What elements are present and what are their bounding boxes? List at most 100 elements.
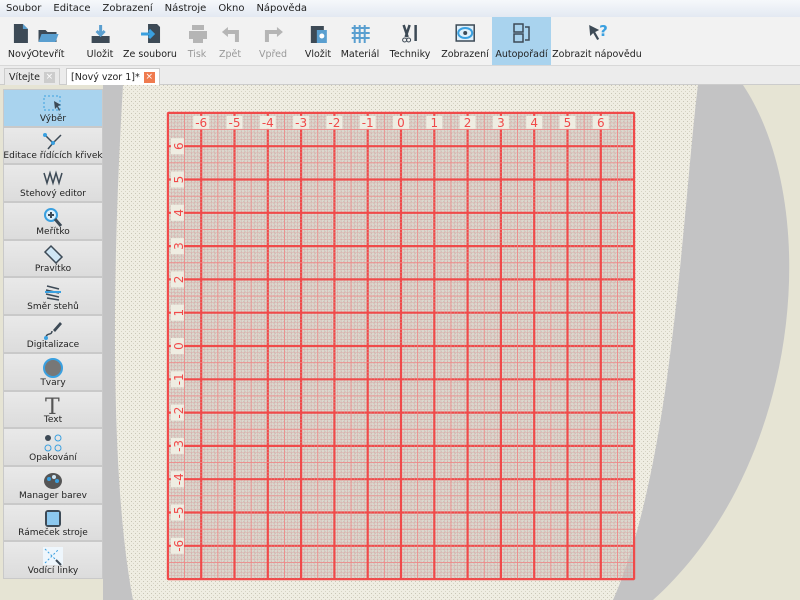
toolbar-button-auto-order[interactable]: Autopořadí — [492, 17, 551, 65]
x-tick-label: -1 — [362, 116, 374, 130]
sidebar-item-guidelines[interactable]: Vodící linky — [3, 541, 103, 579]
zoom-icon — [42, 207, 64, 227]
tool-sidebar: Výběr Editace řídících křivek Stehový edit… — [3, 89, 103, 579]
tick-label-bg — [170, 171, 184, 188]
sidebar-item-label: Digitalizace — [26, 339, 80, 350]
close-icon[interactable]: × — [43, 71, 55, 83]
toolbar-label: Otevřít — [31, 49, 65, 60]
tick-label-bg — [226, 115, 243, 129]
curve-edit-icon — [42, 131, 64, 151]
toolbar-button-paste[interactable]: Vložit — [305, 17, 331, 65]
tab-0[interactable]: Vítejte × — [4, 68, 60, 85]
y-tick-label: 6 — [172, 142, 186, 150]
toolbar-button-open-folder[interactable]: Otevřít — [31, 17, 65, 65]
y-tick-label: 1 — [172, 309, 186, 317]
x-tick-label: 6 — [597, 116, 605, 130]
menu-0[interactable]: Soubor — [6, 3, 42, 14]
toolbar-button-techniques[interactable]: Techniky — [389, 17, 431, 65]
tick-label-bg — [526, 115, 543, 129]
y-tick-label: -2 — [172, 407, 186, 419]
x-tick-label: -2 — [328, 116, 340, 130]
tick-label-bg — [170, 537, 184, 554]
tick-label-bg — [459, 115, 476, 129]
toolbar-button-redo[interactable]: Vpřed — [259, 17, 287, 65]
tab-bar: Vítejte × [Nový vzor 1]* × — [0, 66, 800, 85]
toolbar: Nový Otevřít Uložit Ze souboru Tisk Zpět Vpřed… — [0, 17, 800, 66]
sidebar-item-label: Tvary — [40, 377, 66, 388]
x-tick-label: -5 — [229, 116, 241, 130]
x-tick-label: 1 — [430, 116, 438, 130]
menu-bar: Soubor Editace Zobrazení Nástroje Okno Nápově… — [0, 0, 800, 17]
save-icon — [89, 22, 111, 44]
y-tick-label: 3 — [172, 242, 186, 250]
menu-5[interactable]: Nápověda — [256, 3, 308, 14]
tick-label-bg — [592, 115, 609, 129]
sidebar-item-shapes[interactable]: Tvary — [3, 352, 103, 391]
sidebar-item-text[interactable]: T Text — [3, 390, 103, 429]
sidebar-item-palette[interactable]: Manager barev — [3, 465, 103, 504]
x-tick-label: 4 — [530, 116, 538, 130]
sidebar-item-select[interactable]: Výběr — [3, 89, 103, 127]
toolbar-button-save[interactable]: Uložit — [87, 17, 113, 65]
sidebar-item-stitch-editor[interactable]: Stehový editor — [3, 164, 103, 203]
sidebar-item-digitize[interactable]: Digitalizace — [3, 315, 103, 353]
tick-label-bg — [492, 115, 509, 129]
design-canvas[interactable]: -6 -5 -4 -3 -2 -1 0 1 2 3 4 5 6 6 5 4 3 2 1 0 -1 -2 -3 -4 -5 -6 — [103, 85, 800, 600]
svg-text:T: T — [45, 395, 60, 415]
x-tick-label: -3 — [295, 116, 307, 130]
toolbar-button-undo[interactable]: Zpět — [219, 17, 241, 65]
import-file-icon — [139, 22, 161, 44]
undo-icon — [219, 22, 241, 44]
repeat-icon — [42, 433, 64, 453]
fabric-icon — [349, 22, 371, 44]
tick-label-bg — [170, 471, 184, 488]
toolbar-button-print[interactable]: Tisk — [186, 17, 208, 65]
toolbar-label: Vložit — [304, 49, 332, 60]
sidebar-item-ruler[interactable]: Pravítko — [3, 239, 103, 278]
menu-4[interactable]: Okno — [218, 3, 245, 14]
y-tick-label: 5 — [172, 176, 186, 184]
sidebar-item-hoop[interactable]: Rámeček stroje — [3, 503, 103, 542]
sidebar-item-curve-edit[interactable]: Editace řídících křivek — [3, 126, 103, 165]
grid-lines — [166, 111, 636, 581]
y-tick-label: -4 — [172, 473, 186, 485]
toolbar-label: Materiál — [340, 49, 380, 60]
tick-label-bg — [359, 115, 376, 129]
sidebar-item-label: Vodící linky — [27, 565, 79, 576]
tick-label-bg — [170, 271, 184, 288]
tab-1[interactable]: [Nový vzor 1]* × — [66, 68, 160, 85]
paste-icon — [307, 22, 329, 44]
menu-1[interactable]: Editace — [53, 3, 91, 14]
view-eye-icon — [454, 22, 476, 44]
y-tick-label: -1 — [172, 373, 186, 385]
tab-label: [Nový vzor 1]* — [71, 71, 140, 83]
toolbar-button-fabric[interactable]: Materiál — [340, 17, 380, 65]
tab-label: Vítejte — [9, 71, 40, 83]
toolbar-label: Techniky — [389, 49, 431, 60]
tick-label-bg — [259, 115, 276, 129]
sidebar-item-zoom[interactable]: Meřítko — [3, 202, 103, 240]
sidebar-item-repeat[interactable]: Opakování — [3, 428, 103, 466]
menu-3[interactable]: Nástroje — [164, 3, 207, 14]
digitize-icon — [42, 320, 64, 340]
menu-2[interactable]: Zobrazení — [102, 3, 153, 14]
tick-label-bg — [326, 115, 343, 129]
toolbar-label: Ze souboru — [123, 49, 177, 60]
toolbar-button-import-file[interactable]: Ze souboru — [123, 17, 177, 65]
sidebar-item-label: Výběr — [39, 113, 67, 124]
print-icon — [186, 22, 208, 44]
y-tick-label: -5 — [172, 507, 186, 519]
toolbar-button-help-cursor[interactable]: ? Zobrazit nápovědu — [552, 17, 642, 65]
x-tick-label: -6 — [195, 116, 207, 130]
close-icon[interactable]: × — [143, 71, 155, 83]
toolbar-button-new-file[interactable]: Nový — [8, 17, 32, 65]
toolbar-label: Nový — [7, 49, 33, 60]
sidebar-item-stitch-direction[interactable]: Směr stehů — [3, 277, 103, 316]
sidebar-item-label: Meřítko — [36, 226, 70, 237]
sidebar-item-label: Manager barev — [19, 490, 87, 501]
toolbar-label: Zobrazení — [441, 49, 489, 60]
sidebar-item-label: Opakování — [29, 452, 77, 463]
toolbar-button-view-eye[interactable]: Zobrazení — [441, 17, 489, 65]
palette-icon — [42, 471, 64, 491]
canvas-svg[interactable]: -6 -5 -4 -3 -2 -1 0 1 2 3 4 5 6 6 5 4 3 2 1 0 -1 -2 -3 -4 -5 -6 — [103, 85, 800, 600]
